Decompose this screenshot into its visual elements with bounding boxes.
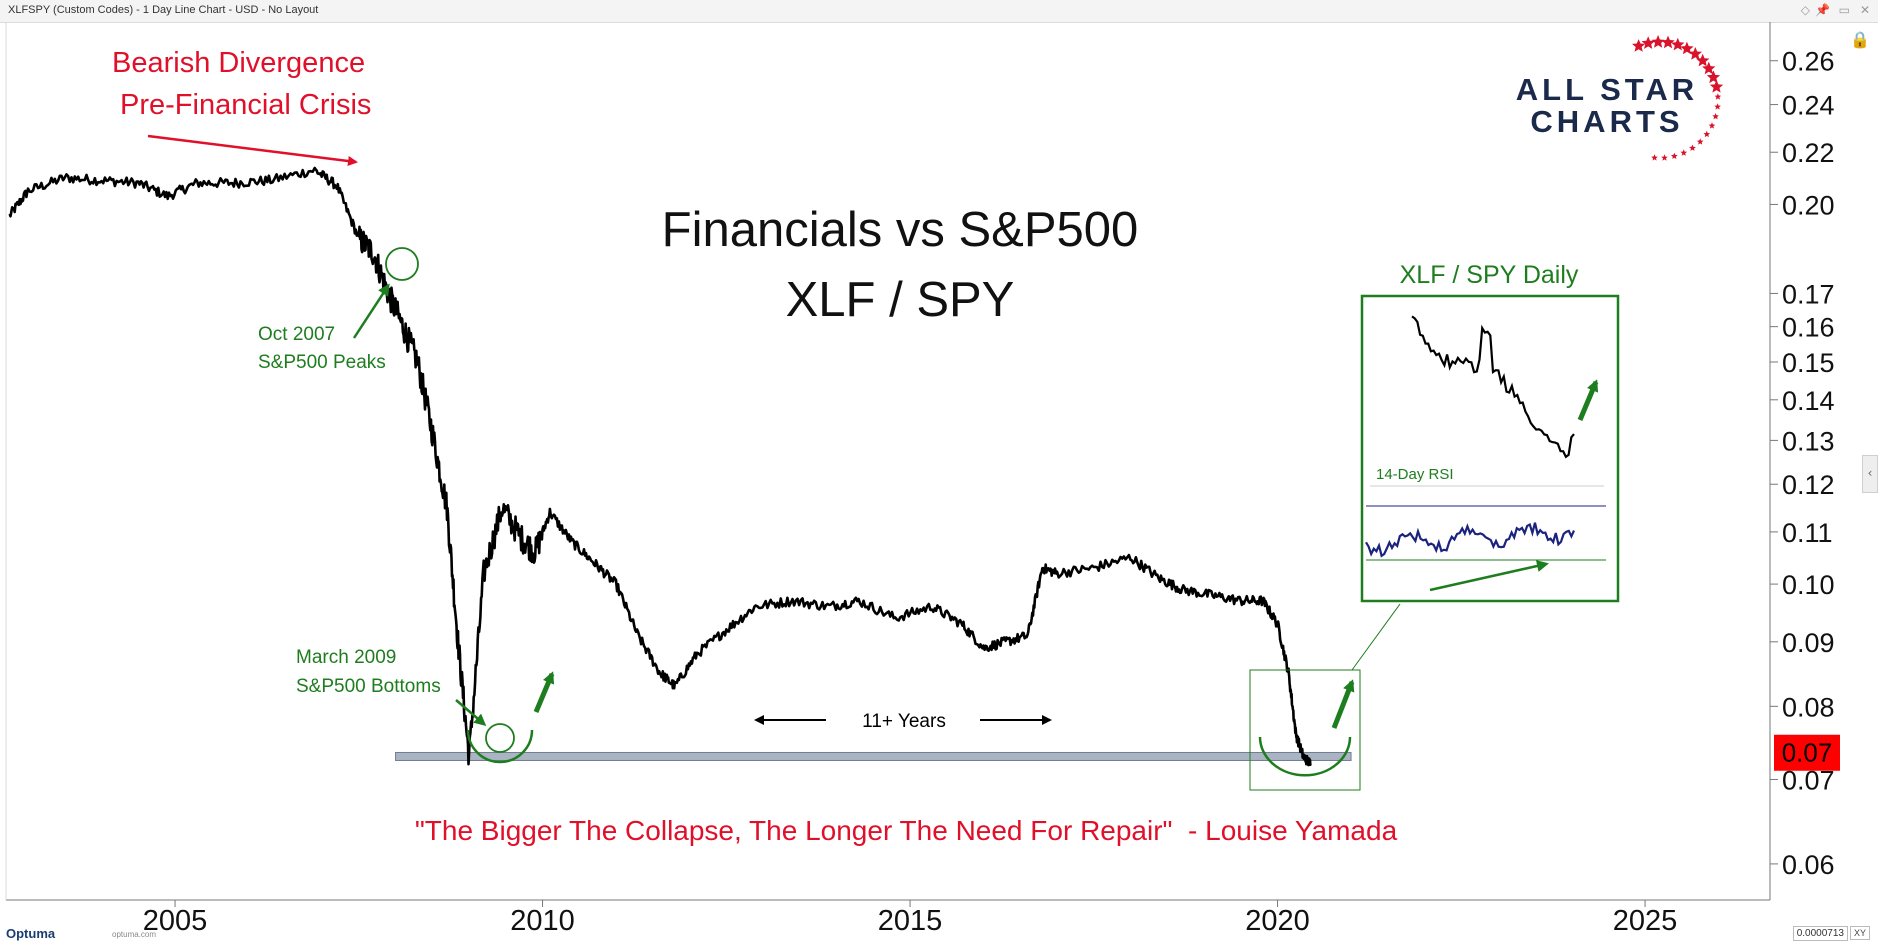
mar2009-label-line2: S&P500 Bottoms bbox=[296, 676, 441, 697]
last-value-label: 0.07 bbox=[1782, 738, 1833, 768]
logo-star bbox=[1709, 79, 1724, 93]
x-tick-label: 2020 bbox=[1245, 905, 1310, 937]
logo-star bbox=[1671, 37, 1685, 51]
y-tick-label: 0.12 bbox=[1782, 470, 1835, 500]
all-star-charts-logo: ALL STAR CHARTS bbox=[1516, 35, 1724, 161]
chart-footer: Optuma optuma.com 0.0000713 XY bbox=[0, 922, 1878, 947]
panel-collapse-tab[interactable]: ‹ bbox=[1862, 455, 1878, 493]
x-tick-label: 2005 bbox=[143, 905, 208, 937]
y-tick-label: 0.24 bbox=[1782, 91, 1835, 121]
chart-subtitle: XLF / SPY bbox=[786, 273, 1015, 327]
logo-star bbox=[1632, 39, 1646, 52]
y-axis-ticks: 0.06 0.07 0.08 0.09 0.10 0.11 0.12 0.13 0.14 0.15… bbox=[1770, 47, 1835, 880]
logo-star bbox=[1651, 154, 1658, 161]
logo-line2: CHARTS bbox=[1530, 104, 1683, 139]
y-tick-label: 0.16 bbox=[1782, 313, 1835, 343]
rsi-divergence-arrow bbox=[1429, 560, 1549, 592]
logo-star bbox=[1641, 36, 1655, 49]
logo-star bbox=[1696, 53, 1710, 67]
inset-rsi-line bbox=[1365, 522, 1576, 558]
oct2007-label-line1: Oct 2007 bbox=[258, 324, 335, 345]
divergence-label-line1: Bearish Divergence bbox=[112, 47, 365, 79]
years-label: 11+ Years bbox=[862, 711, 946, 732]
x-tick-label: 2010 bbox=[510, 905, 575, 937]
inset-rsi-label: 14-Day RSI bbox=[1376, 466, 1454, 483]
logo-star bbox=[1696, 138, 1704, 145]
divergence-label-line2: Pre-Financial Crisis bbox=[120, 89, 371, 121]
logo-star bbox=[1712, 113, 1719, 120]
2020-up-arrow bbox=[1331, 679, 1355, 729]
mar2009-highlight-circle bbox=[485, 723, 515, 753]
close-icon[interactable]: ✕ bbox=[1859, 3, 1870, 17]
logo-star bbox=[1714, 93, 1722, 100]
inset-price-line bbox=[1411, 315, 1575, 459]
y-tick-label: 0.11 bbox=[1782, 518, 1833, 548]
logo-star bbox=[1702, 61, 1716, 75]
inset-frame bbox=[1360, 294, 1620, 603]
logo-line1: ALL STAR bbox=[1516, 72, 1698, 107]
logo-star bbox=[1680, 41, 1694, 55]
logo-star-ring bbox=[1632, 35, 1724, 161]
logo-star bbox=[1689, 144, 1696, 151]
divergence-arrow bbox=[147, 134, 358, 166]
oct2007-label-line2: S&P500 Peaks bbox=[258, 352, 386, 373]
scale-readout: 0.0000713 bbox=[1792, 926, 1848, 941]
x-tick-label: 2015 bbox=[878, 905, 943, 937]
pin-icon[interactable]: 📌 bbox=[1815, 3, 1830, 17]
support-line bbox=[395, 751, 1352, 761]
mar2009-label-line1: March 2009 bbox=[296, 647, 396, 668]
y-tick-label: 0.20 bbox=[1782, 190, 1835, 220]
logo-star bbox=[1703, 130, 1711, 138]
optuma-logo: Optuma bbox=[6, 926, 56, 941]
inset-title: XLF / SPY Daily bbox=[1400, 261, 1579, 289]
2020-zoom-box bbox=[1249, 669, 1361, 791]
optuma-url: optuma.com bbox=[112, 930, 157, 939]
oct2007-arrow bbox=[352, 283, 390, 339]
maximize-icon[interactable]: ▭ bbox=[1838, 3, 1850, 17]
logo-star bbox=[1706, 70, 1721, 84]
logo-star bbox=[1680, 149, 1688, 156]
y-tick-label: 0.09 bbox=[1782, 628, 1835, 658]
y-tick-label: 0.06 bbox=[1782, 850, 1835, 880]
restore-icon[interactable]: ◇ bbox=[1800, 3, 1810, 17]
zoom-connector-line bbox=[1351, 603, 1401, 671]
mar2009-arrow bbox=[455, 699, 487, 726]
mar2009-up-arrow bbox=[533, 671, 555, 713]
logo-star bbox=[1651, 35, 1665, 48]
logo-star bbox=[1708, 122, 1716, 129]
oct2007-highlight-circle bbox=[385, 247, 419, 281]
window-title: XLFSPY (Custom Codes) - 1 Day Line Chart… bbox=[8, 4, 319, 16]
y-tick-label: 0.26 bbox=[1782, 47, 1835, 77]
logo-star bbox=[1661, 35, 1675, 49]
y-tick-label: 0.17 bbox=[1782, 279, 1835, 309]
inset-up-arrow bbox=[1577, 379, 1599, 421]
y-tick-label: 0.15 bbox=[1782, 348, 1835, 378]
y-tick-label: 0.08 bbox=[1782, 692, 1835, 722]
price-line bbox=[8, 166, 1312, 767]
window-titlebar: XLFSPY (Custom Codes) - 1 Day Line Chart… bbox=[0, 0, 1878, 23]
y-tick-label: 0.22 bbox=[1782, 138, 1835, 168]
xy-toggle-button[interactable]: XY bbox=[1849, 926, 1870, 940]
lock-icon[interactable]: 🔒 bbox=[1850, 30, 1870, 49]
quote-text: "The Bigger The Collapse, The Longer The… bbox=[415, 815, 1398, 846]
logo-star bbox=[1671, 152, 1678, 159]
2020-bottom-arc bbox=[1258, 736, 1352, 777]
logo-star bbox=[1688, 47, 1702, 60]
chart-title: Financials vs S&P500 bbox=[662, 203, 1139, 257]
logo-star bbox=[1714, 103, 1721, 110]
logo-star bbox=[1661, 154, 1668, 161]
mar2009-bottom-arc bbox=[466, 729, 534, 764]
y-tick-label: 0.10 bbox=[1782, 570, 1835, 600]
x-axis-ticks: 2005 2010 2015 2020 2025 bbox=[143, 900, 1678, 937]
y-tick-label: 0.14 bbox=[1782, 386, 1835, 416]
last-value-badge bbox=[1774, 734, 1840, 771]
x-tick-label: 2025 bbox=[1613, 905, 1678, 937]
y-tick-label: 0.13 bbox=[1782, 426, 1835, 456]
